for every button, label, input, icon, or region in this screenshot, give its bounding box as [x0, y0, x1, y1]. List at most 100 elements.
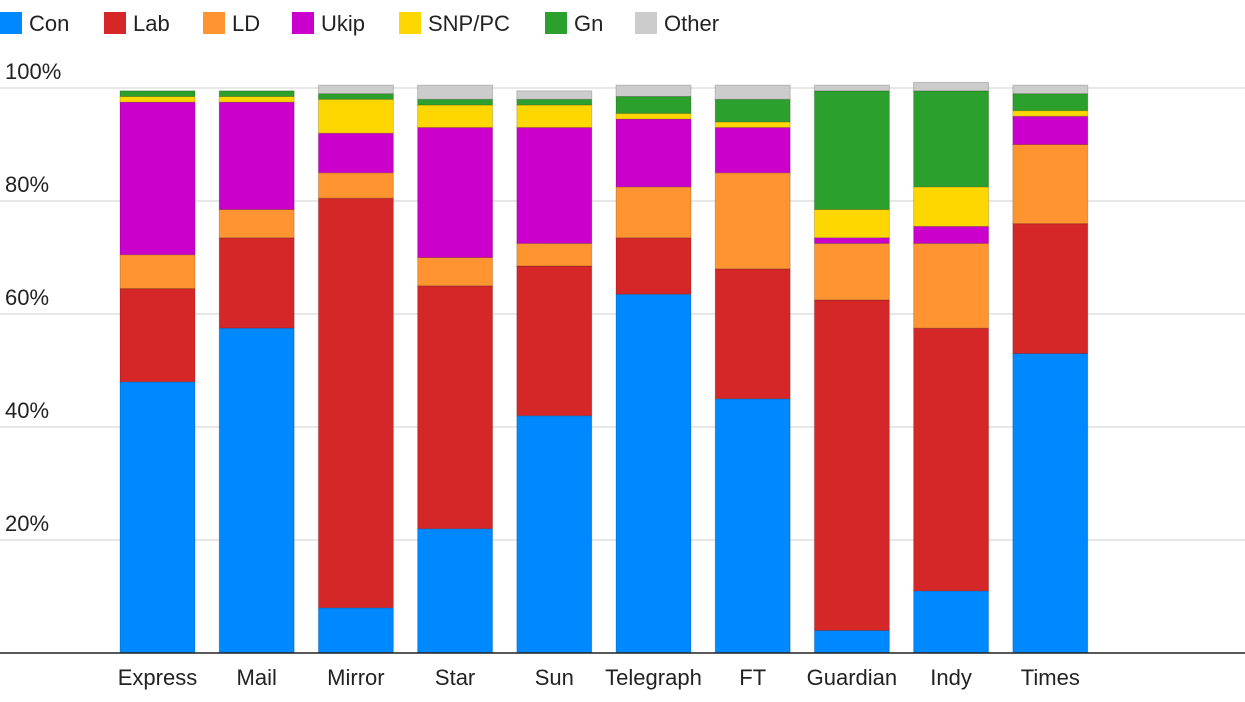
x-label-indy: Indy — [930, 665, 972, 690]
bar-telegraph-con — [615, 293, 692, 654]
legend-label-snp-pc: SNP/PC — [428, 11, 510, 36]
bar-mirror-snp-pc — [317, 98, 394, 134]
y-axis-ticks: 20% 40% 60% 80% 100% — [5, 59, 61, 536]
legend-swatch-con — [0, 12, 22, 34]
bar-star-other — [417, 84, 494, 100]
bar-express-ukip — [119, 101, 196, 256]
x-label-express: Express — [118, 665, 197, 690]
bar-indy-snp-pc — [913, 186, 990, 227]
bar-sun-other — [516, 90, 593, 100]
bar-stack-times — [1012, 84, 1089, 654]
bar-express-lab — [119, 288, 196, 383]
bar-times-con — [1012, 353, 1089, 654]
bar-sun-snp-pc — [516, 104, 593, 129]
bar-guardian-other — [813, 84, 890, 92]
y-tick-label-20: 20% — [5, 511, 49, 536]
bar-star-snp-pc — [417, 104, 494, 129]
bar-express-con — [119, 381, 196, 654]
bar-ft-ld — [714, 172, 791, 270]
bar-times-ld — [1012, 144, 1089, 225]
bar-telegraph-ukip — [615, 118, 692, 188]
bar-express-snp-pc — [119, 95, 196, 103]
bar-times-snp-pc — [1012, 110, 1089, 117]
legend-swatch-ukip — [292, 12, 314, 34]
bar-ft-con — [714, 398, 791, 654]
bar-telegraph-lab — [615, 237, 692, 295]
bar-stack-telegraph — [615, 84, 692, 654]
bar-telegraph-gn — [615, 95, 692, 114]
bar-guardian-snp-pc — [813, 208, 890, 239]
bar-mirror-con — [317, 607, 394, 654]
bar-times-ukip — [1012, 115, 1089, 145]
bar-indy-gn — [913, 90, 990, 188]
legend-swatch-ld — [203, 12, 225, 34]
legend-label-con: Con — [29, 11, 69, 36]
x-label-sun: Sun — [535, 665, 574, 690]
bar-star-gn — [417, 98, 494, 106]
bar-mail-ukip — [218, 101, 295, 210]
y-tick-label-40: 40% — [5, 398, 49, 423]
bar-sun-ld — [516, 242, 593, 267]
bar-mail-gn — [218, 90, 295, 97]
bars — [119, 81, 1089, 654]
y-tick-label-100: 100% — [5, 59, 61, 84]
legend-label-gn: Gn — [574, 11, 603, 36]
legend-swatch-other — [635, 12, 657, 34]
bar-sun-ukip — [516, 127, 593, 244]
bar-stack-ft — [714, 84, 791, 654]
x-label-guardian: Guardian — [807, 665, 898, 690]
legend-swatch-snp-pc — [399, 12, 421, 34]
bar-times-gn — [1012, 93, 1089, 112]
y-tick-label-80: 80% — [5, 172, 49, 197]
bar-sun-lab — [516, 265, 593, 417]
bar-indy-lab — [913, 327, 990, 592]
bar-ft-ukip — [714, 127, 791, 174]
bar-stack-sun — [516, 90, 593, 654]
legend-swatch-lab — [104, 12, 126, 34]
bar-sun-gn — [516, 98, 593, 106]
bar-express-gn — [119, 90, 196, 97]
bar-telegraph-other — [615, 84, 692, 97]
bar-sun-con — [516, 415, 593, 654]
bar-stack-express — [119, 90, 196, 654]
bar-telegraph-ld — [615, 186, 692, 239]
bar-indy-con — [913, 590, 990, 654]
bar-ft-gn — [714, 98, 791, 123]
bar-mail-lab — [218, 237, 295, 329]
legend-label-other: Other — [664, 11, 719, 36]
x-label-mail: Mail — [237, 665, 277, 690]
bar-mail-ld — [218, 208, 295, 239]
x-label-ft: FT — [739, 665, 766, 690]
bar-mirror-ukip — [317, 132, 394, 174]
bar-mirror-lab — [317, 197, 394, 609]
bar-express-ld — [119, 254, 196, 290]
bar-mirror-ld — [317, 172, 394, 199]
bar-ft-snp-pc — [714, 121, 791, 129]
x-axis-labels: Express Mail Mirror Star Sun Telegraph FT Guard… — [118, 665, 1080, 690]
x-label-times: Times — [1021, 665, 1080, 690]
bar-indy-ld — [913, 242, 990, 329]
bar-star-ld — [417, 257, 494, 287]
x-label-telegraph: Telegraph — [605, 665, 702, 690]
bar-guardian-con — [813, 629, 890, 654]
x-label-mirror: Mirror — [327, 665, 384, 690]
bar-stack-mail — [218, 90, 295, 654]
bar-indy-ukip — [913, 225, 990, 244]
bar-times-other — [1012, 84, 1089, 95]
bar-stack-star — [417, 84, 494, 654]
bar-ft-other — [714, 84, 791, 100]
bar-stack-mirror — [317, 84, 394, 654]
bar-guardian-ukip — [813, 237, 890, 244]
bar-stack-guardian — [813, 84, 890, 654]
bar-mirror-gn — [317, 93, 394, 100]
bar-mail-snp-pc — [218, 95, 295, 103]
bar-guardian-gn — [813, 90, 890, 210]
x-label-star: Star — [435, 665, 475, 690]
bar-telegraph-snp-pc — [615, 112, 692, 120]
bar-star-con — [417, 528, 494, 654]
bar-star-ukip — [417, 127, 494, 258]
bar-guardian-lab — [813, 299, 890, 631]
bar-ft-lab — [714, 268, 791, 400]
bar-guardian-ld — [813, 242, 890, 301]
